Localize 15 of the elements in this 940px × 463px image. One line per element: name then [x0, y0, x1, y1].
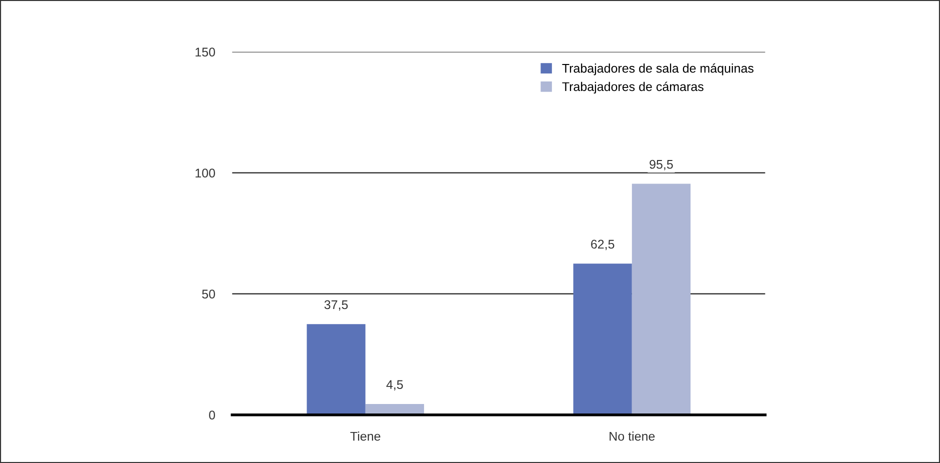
x-tick-label: Tiene	[350, 432, 380, 441]
y-tick-label: 50	[202, 290, 216, 299]
data-label: 62,5	[591, 240, 614, 250]
data-label: 37,5	[324, 300, 348, 311]
legend-label: Trabajadores de cámaras	[562, 82, 704, 94]
bar	[306, 324, 366, 415]
y-tick-label: 150	[196, 48, 216, 57]
x-tick-label: No tiene	[610, 432, 655, 441]
y-tick-label: 0	[209, 410, 216, 420]
bar	[573, 264, 632, 415]
bar	[632, 184, 691, 415]
data-label: 95,5	[650, 160, 673, 170]
legend-label: Trabajadores de sala de máquinas	[562, 63, 754, 76]
data-label: 4,5	[386, 380, 403, 390]
y-tick-label: 100	[196, 168, 216, 178]
